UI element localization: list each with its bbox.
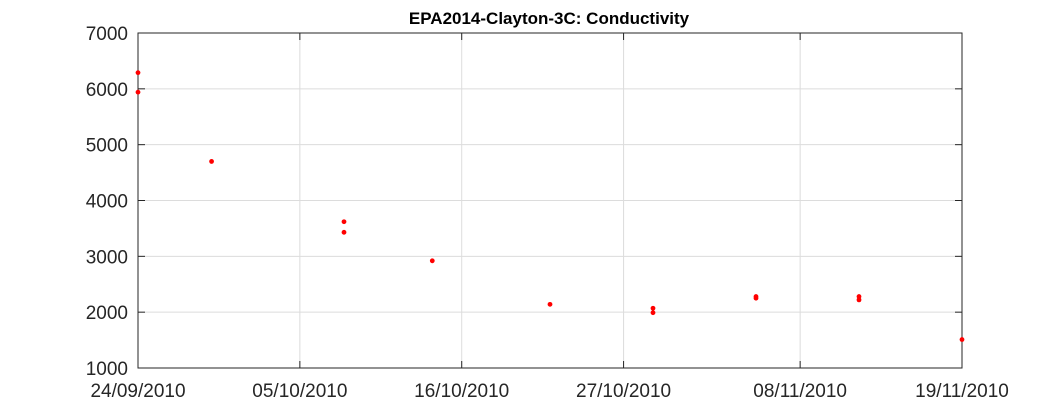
data-point bbox=[341, 229, 347, 235]
chart-title: EPA2014-Clayton-3C: Conductivity bbox=[409, 9, 690, 28]
y-tick-label: 5000 bbox=[86, 136, 128, 157]
data-point bbox=[547, 301, 553, 307]
data-point bbox=[856, 294, 862, 299]
y-tick-label: 4000 bbox=[86, 192, 128, 213]
x-tick-label: 27/10/2010 bbox=[576, 381, 671, 402]
x-tick-label: 24/09/2010 bbox=[90, 381, 185, 402]
x-tick-label: 19/11/2010 bbox=[915, 381, 1009, 402]
data-point bbox=[650, 305, 656, 311]
x-tick-label: 16/10/2010 bbox=[414, 381, 509, 402]
x-tick-label: 08/11/2010 bbox=[753, 381, 847, 402]
y-tick-label: 2000 bbox=[86, 303, 128, 324]
data-point bbox=[209, 159, 214, 164]
y-tick-label: 6000 bbox=[86, 80, 128, 101]
y-tick-label: 7000 bbox=[86, 24, 128, 45]
data-point bbox=[429, 258, 435, 264]
data-point bbox=[959, 337, 965, 342]
data-point bbox=[135, 70, 141, 76]
y-tick-label: 3000 bbox=[86, 247, 128, 268]
data-point bbox=[135, 89, 141, 95]
data-point bbox=[341, 219, 347, 225]
plot-area: 24/09/2010 05/10/2010 16/10/2010 27/10/2010… bbox=[86, 24, 1009, 402]
data-point bbox=[753, 295, 759, 301]
y-tick-label: 1000 bbox=[86, 359, 128, 380]
data-point bbox=[650, 310, 656, 316]
data-point bbox=[856, 297, 862, 303]
x-tick-label: 05/10/2010 bbox=[252, 381, 347, 402]
